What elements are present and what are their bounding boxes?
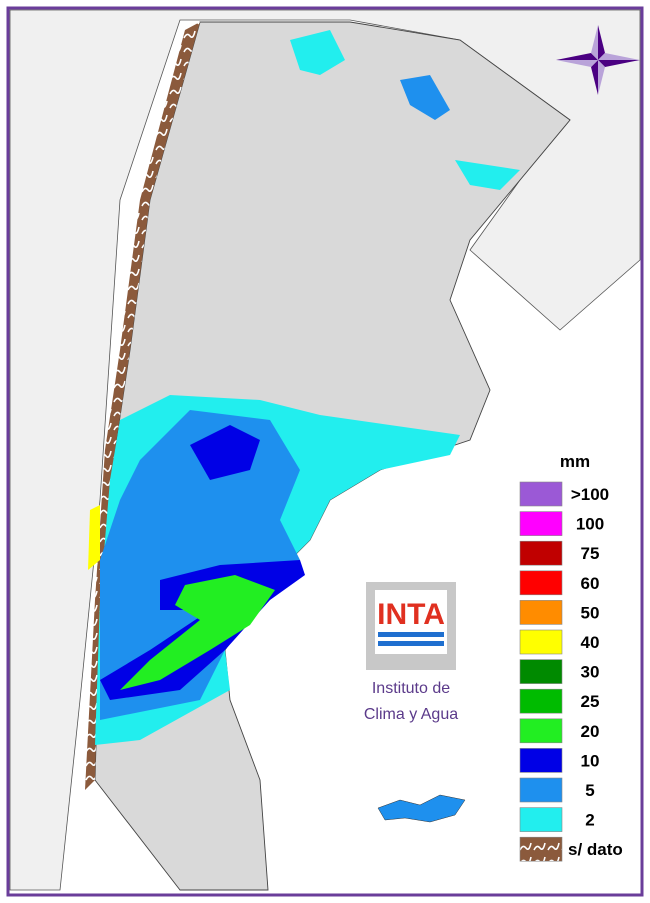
legend-swatch (519, 659, 563, 684)
logo-text: INTA (377, 598, 445, 631)
legend-label: 2 (585, 811, 594, 830)
legend: >100 100 75 60 50 40 30 25 20 10 5 2 s/ dato (519, 481, 623, 862)
rain-40mm (88, 505, 100, 570)
legend-swatch (519, 629, 563, 655)
rain-20mm (120, 575, 275, 690)
legend-swatch (519, 748, 563, 773)
rain-10mm-center (190, 425, 260, 480)
neighbor-land (9, 9, 641, 891)
legend-label: 100 (576, 515, 604, 534)
legend-label: s/ dato (568, 840, 623, 859)
logo-caption: Clima y Agua (364, 706, 458, 723)
legend-label: 75 (581, 544, 600, 563)
legend-swatch (519, 511, 563, 536)
legend-label: 30 (581, 663, 600, 682)
legend-label: 60 (581, 574, 600, 593)
frame (6, 6, 644, 897)
islands (377, 794, 466, 823)
legend-unit: mm (560, 452, 590, 471)
legend-swatch (519, 777, 563, 803)
legend-swatch (519, 807, 563, 832)
legend-label: 40 (581, 633, 600, 652)
legend-label: 10 (581, 751, 600, 770)
logo-caption: Instituto de (372, 680, 450, 697)
rain-mesopotamia (455, 160, 520, 190)
legend-label: 20 (581, 722, 600, 741)
legend-swatch (519, 688, 563, 714)
legend-swatch (519, 718, 563, 744)
logo-stripe (378, 632, 444, 637)
legend-label: 50 (581, 603, 600, 622)
logo-stripe (378, 641, 444, 646)
legend-swatch (519, 570, 563, 596)
legend-swatch (519, 481, 563, 507)
rain-5mm (100, 410, 300, 720)
rain-north (290, 30, 345, 75)
compass-rose (556, 25, 640, 95)
legend-label: >100 (571, 485, 609, 504)
legend-label: 25 (581, 692, 600, 711)
legend-swatch (519, 836, 563, 862)
legend-swatch (519, 540, 563, 566)
legend-label: 5 (585, 781, 594, 800)
legend-swatch (519, 600, 563, 625)
rain-northeast (400, 75, 450, 120)
